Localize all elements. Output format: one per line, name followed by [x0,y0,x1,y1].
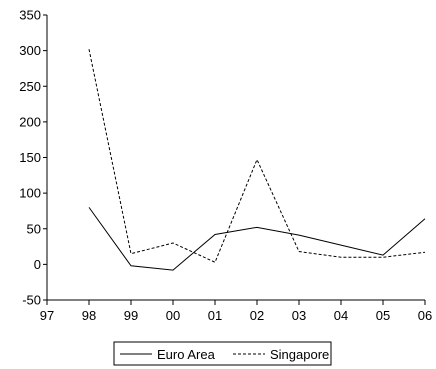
series-line-euro-area [88,207,426,271]
y-tick-label: 0 [34,257,41,272]
x-tick-label: 06 [418,308,432,323]
legend: Euro Area Singapore [113,341,332,366]
y-tick-label: 300 [19,43,41,58]
y-tick-label: -50 [22,293,41,308]
legend-label-singapore: Singapore [270,347,329,362]
x-tick-label: 02 [250,308,264,323]
y-tick-label: 150 [19,150,41,165]
x-tick-label: 99 [124,308,138,323]
x-tick-label: 01 [208,308,222,323]
series-line-singapore [88,49,426,263]
x-tick-label: 98 [82,308,96,323]
y-tick-label: 200 [19,114,41,129]
legend-label-euro-area: Euro Area [157,347,216,362]
x-tick-label: 05 [376,308,390,323]
x-tick-label: 04 [334,308,348,323]
x-tick-label: 97 [40,308,54,323]
legend-box [113,341,332,366]
y-axis-ticks: -50 0 50 100 150 200 250 300 350 [19,8,47,308]
y-tick-label: 50 [27,221,41,236]
y-tick-label: 100 [19,186,41,201]
x-axis-ticks: 97 98 99 00 01 02 03 04 05 06 [40,300,432,323]
y-tick-label: 250 [19,79,41,94]
x-tick-label: 00 [166,308,180,323]
y-tick-label: 350 [19,8,41,23]
series-lines [88,49,426,271]
x-tick-label: 03 [292,308,306,323]
